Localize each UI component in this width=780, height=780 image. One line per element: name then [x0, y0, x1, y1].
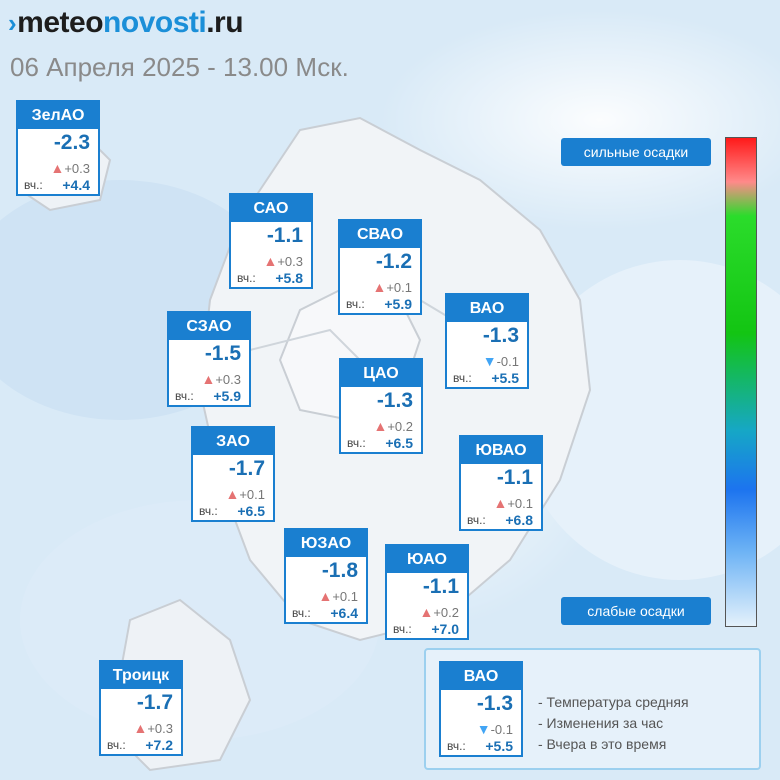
- district-change: ▼-0.1: [476, 721, 513, 737]
- district-yesterday: вч.: +5.5: [453, 370, 519, 386]
- district-name: ВАО: [447, 295, 527, 322]
- trend-up-icon: ▲: [50, 160, 65, 176]
- district-name: ВАО: [441, 663, 521, 690]
- district-change: ▲+0.2: [373, 418, 413, 434]
- district-name: ЮЗАО: [286, 530, 366, 557]
- district-yesterday: вч.: +6.5: [199, 503, 265, 519]
- district-temp: -1.1: [266, 224, 303, 247]
- scale-bottom-label: слабые осадки: [561, 597, 711, 625]
- district-change: ▲+0.1: [493, 495, 533, 511]
- district-change: ▲+0.2: [419, 604, 459, 620]
- district-change: ▼-0.1: [482, 353, 519, 369]
- district-temp: -1.2: [375, 250, 412, 273]
- district-temp: -1.5: [204, 342, 241, 365]
- district-change: ▲+0.1: [318, 588, 358, 604]
- district-yesterday: вч.: +5.9: [346, 296, 412, 312]
- district-card-yuao: ЮАО -1.1 ▲+0.2 вч.: +7.0: [385, 544, 469, 640]
- logo-chevron-icon: ›: [8, 8, 17, 38]
- trend-down-icon: ▼: [482, 353, 497, 369]
- legend-line-change: - Изменения за час: [538, 715, 664, 731]
- trend-up-icon: ▲: [225, 486, 240, 502]
- district-change: ▲+0.3: [133, 720, 173, 736]
- scale-top-label: сильные осадки: [561, 138, 711, 166]
- district-card-vao: ВАО -1.3 ▼-0.1 вч.: +5.5: [445, 293, 529, 389]
- district-name: ЗелАО: [18, 102, 98, 129]
- legend-sample-card: ВАО -1.3 ▼-0.1 вч.: +5.5: [439, 661, 523, 757]
- trend-up-icon: ▲: [419, 604, 434, 620]
- district-name: ЦАО: [341, 360, 421, 387]
- district-name: САО: [231, 195, 311, 222]
- district-card-troitsk: Троицк -1.7 ▲+0.3 вч.: +7.2: [99, 660, 183, 756]
- district-card-sao: САО -1.1 ▲+0.3 вч.: +5.8: [229, 193, 313, 289]
- trend-up-icon: ▲: [318, 588, 333, 604]
- district-change: ▲+0.1: [225, 486, 265, 502]
- district-yesterday: вч.: +7.2: [107, 737, 173, 753]
- district-yesterday: вч.: +5.8: [237, 270, 303, 286]
- district-card-yuvao: ЮВАО -1.1 ▲+0.1 вч.: +6.8: [459, 435, 543, 531]
- trend-up-icon: ▲: [373, 418, 388, 434]
- district-name: Троицк: [101, 662, 181, 689]
- district-name: ЮВАО: [461, 437, 541, 464]
- district-change: ▲+0.1: [372, 279, 412, 295]
- legend-line-temperature: - Температура средняя: [538, 694, 689, 710]
- district-yesterday: вч.: +5.9: [175, 388, 241, 404]
- site-logo[interactable]: ›meteonovosti.ru: [8, 6, 244, 39]
- district-change: ▲+0.3: [50, 160, 90, 176]
- district-temp: -1.3: [482, 324, 519, 347]
- district-yesterday: вч.: +6.4: [292, 605, 358, 621]
- district-card-yuzao: ЮЗАО -1.8 ▲+0.1 вч.: +6.4: [284, 528, 368, 624]
- trend-up-icon: ▲: [201, 371, 216, 387]
- district-yesterday: вч.: +5.5: [447, 738, 513, 754]
- district-name: СЗАО: [169, 313, 249, 340]
- legend-line-yesterday: - Вчера в это время: [538, 736, 667, 752]
- district-yesterday: вч.: +6.5: [347, 435, 413, 451]
- district-yesterday: вч.: +4.4: [24, 177, 90, 193]
- date-time-label: 06 Апреля 2025 - 13.00 Мск.: [10, 52, 349, 82]
- trend-up-icon: ▲: [133, 720, 148, 736]
- district-temp: -1.3: [476, 692, 513, 715]
- district-temp: -1.8: [321, 559, 358, 582]
- trend-up-icon: ▲: [263, 253, 278, 269]
- district-name: ЗАО: [193, 428, 273, 455]
- district-temp: -2.3: [53, 131, 90, 154]
- trend-up-icon: ▲: [493, 495, 508, 511]
- legend-box: ВАО -1.3 ▼-0.1 вч.: +5.5 - Температура ср…: [424, 648, 761, 770]
- district-temp: -1.7: [228, 457, 265, 480]
- district-name: ЮАО: [387, 546, 467, 573]
- district-temp: -1.1: [496, 466, 533, 489]
- district-temp: -1.3: [376, 389, 413, 412]
- district-yesterday: вч.: +7.0: [393, 621, 459, 637]
- district-temp: -1.7: [136, 691, 173, 714]
- district-change: ▲+0.3: [263, 253, 303, 269]
- district-name: СВАО: [340, 221, 420, 248]
- district-card-cao: ЦАО -1.3 ▲+0.2 вч.: +6.5: [339, 358, 423, 454]
- trend-down-icon: ▼: [476, 721, 491, 737]
- district-card-zao: ЗАО -1.7 ▲+0.1 вч.: +6.5: [191, 426, 275, 522]
- legend-lines: - Температура средняя - Изменения за час…: [538, 692, 689, 755]
- district-yesterday: вч.: +6.8: [467, 512, 533, 528]
- district-card-svao: СВАО -1.2 ▲+0.1 вч.: +5.9: [338, 219, 422, 315]
- trend-up-icon: ▲: [372, 279, 387, 295]
- district-card-szao: СЗАО -1.5 ▲+0.3 вч.: +5.9: [167, 311, 251, 407]
- district-change: ▲+0.3: [201, 371, 241, 387]
- district-temp: -1.1: [422, 575, 459, 598]
- district-card-zelao: ЗелАО -2.3 ▲+0.3 вч.: +4.4: [16, 100, 100, 196]
- precipitation-scale-bar: [725, 137, 757, 627]
